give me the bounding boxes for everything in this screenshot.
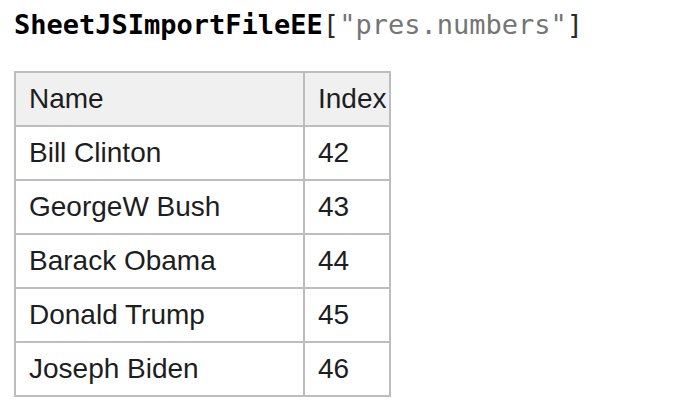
table-row: GeorgeW Bush 43: [15, 180, 390, 234]
cell-name: Bill Clinton: [15, 126, 304, 180]
table-body: Bill Clinton 42 GeorgeW Bush 43 Barack O…: [15, 126, 390, 396]
cell-index: 44: [304, 234, 390, 288]
cell-index: 43: [304, 180, 390, 234]
presidents-table: Name Index Bill Clinton 42 GeorgeW Bush …: [14, 71, 391, 397]
cell-name: GeorgeW Bush: [15, 180, 304, 234]
cell-name: Donald Trump: [15, 288, 304, 342]
cell-name: Joseph Biden: [15, 342, 304, 396]
title-object-name: SheetJSImportFileEE: [14, 9, 323, 40]
title-bracket-open: [: [323, 9, 339, 40]
title-key-string: "pres.numbers": [339, 9, 567, 40]
cell-name: Barack Obama: [15, 234, 304, 288]
table-row: Barack Obama 44: [15, 234, 390, 288]
table-header: Name Index: [15, 72, 390, 126]
title-bracket-close: ]: [567, 9, 583, 40]
table-row: Joseph Biden 46: [15, 342, 390, 396]
cell-index: 46: [304, 342, 390, 396]
cell-index: 45: [304, 288, 390, 342]
column-header-name: Name: [15, 72, 304, 126]
header-row: Name Index: [15, 72, 390, 126]
table-row: Bill Clinton 42: [15, 126, 390, 180]
page-title: SheetJSImportFileEE["pres.numbers"]: [14, 8, 684, 42]
cell-index: 42: [304, 126, 390, 180]
column-header-index: Index: [304, 72, 390, 126]
table-row: Donald Trump 45: [15, 288, 390, 342]
page: SheetJSImportFileEE["pres.numbers"] Name…: [0, 8, 684, 420]
